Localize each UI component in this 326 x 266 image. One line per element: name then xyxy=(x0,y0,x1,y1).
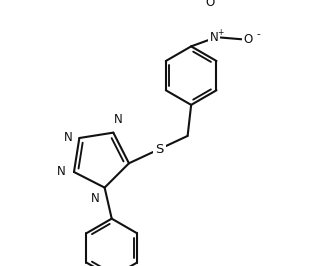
Text: O: O xyxy=(243,33,253,46)
Text: +: + xyxy=(217,28,224,37)
Text: N: N xyxy=(91,192,99,205)
Text: N: N xyxy=(57,165,66,178)
Text: -: - xyxy=(257,29,260,39)
Text: N: N xyxy=(114,113,123,126)
Text: O: O xyxy=(205,0,215,9)
Text: N: N xyxy=(210,31,219,44)
Text: N: N xyxy=(64,131,72,144)
Text: S: S xyxy=(155,143,164,156)
